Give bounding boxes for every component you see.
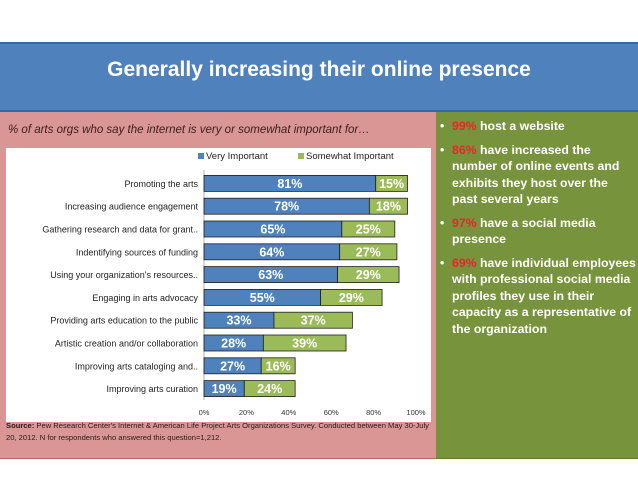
data-label: 25% [356, 223, 381, 237]
bar-segment [341, 220, 396, 238]
x-tick-label: 60% [324, 408, 339, 417]
category-label: Using your organization's resources.. [50, 270, 198, 280]
stat-text: have individual employees with professio… [452, 255, 636, 336]
category-label: Improving arts cataloging and.. [75, 361, 198, 371]
data-label: 15% [379, 177, 404, 191]
stat-text: have increased the number of online even… [452, 142, 620, 207]
category-label: Improving arts curation [106, 384, 198, 394]
data-label: 28% [221, 337, 246, 351]
x-tick-label: 20% [239, 408, 254, 417]
category-label: Indentifying sources of funding [76, 247, 198, 257]
stat-percent: 86% [452, 142, 477, 157]
source-text: Pew Research Center's Internet & America… [6, 421, 429, 442]
bar-segment [262, 334, 347, 352]
stat-item: • 97% have a social media presence [440, 215, 596, 247]
chart-subtitle: % of arts orgs who say the internet is v… [8, 124, 370, 136]
category-label: Promoting the arts [124, 179, 198, 189]
data-label: 19% [212, 382, 237, 396]
stats-list: • 99% host a website • 86% have increased … [440, 118, 636, 344]
bar-segment [243, 380, 296, 398]
data-label: 18% [376, 200, 401, 214]
data-label: 37% [301, 314, 326, 328]
x-tick-label: 80% [366, 408, 381, 417]
bar-segment [260, 357, 296, 375]
data-label: 33% [226, 314, 251, 328]
bar-chart: Very Important Somewhat Important Promotin… [42, 151, 426, 417]
data-label: 16% [266, 359, 291, 373]
title-band: Generally increasing their online presen… [0, 42, 638, 112]
legend-label: Somewhat Important [306, 151, 394, 162]
data-label: 63% [258, 268, 283, 282]
source-note: Source: Pew Research Center's Internet &… [6, 420, 434, 444]
data-label: 55% [250, 291, 275, 305]
data-label: 24% [257, 382, 282, 396]
data-label: 65% [260, 223, 285, 237]
data-label: 81% [277, 177, 302, 191]
x-tick-label: 40% [281, 408, 296, 417]
category-label: Engaging in arts advocacy [92, 293, 198, 303]
data-label: 27% [220, 359, 245, 373]
data-label: 29% [339, 291, 364, 305]
category-label: Artistic creation and/or collaboration [55, 339, 198, 349]
category-label: Increasing audience engagement [65, 202, 199, 212]
legend-swatch [198, 153, 204, 159]
legend-label: Very Important [206, 151, 268, 162]
category-label: Providing arts education to the public [50, 316, 198, 326]
bar-segment [337, 266, 400, 283]
bar-segment [375, 174, 408, 192]
bar-segment [368, 197, 408, 215]
data-label: 27% [356, 245, 381, 259]
stat-item: • 99% host a website [440, 119, 565, 133]
chart-area: Very Important Somewhat Important Promotin… [6, 148, 431, 422]
stat-text: have a social media presence [452, 215, 596, 247]
legend-swatch [298, 153, 304, 159]
data-label: 78% [274, 200, 299, 214]
category-label: Gathering research and data for grant.. [42, 225, 198, 235]
x-tick-label: 100% [406, 408, 426, 417]
stat-percent: 69% [452, 255, 477, 270]
data-label: 29% [356, 268, 381, 282]
data-label: 39% [292, 337, 317, 351]
bar-segment [339, 243, 398, 261]
stat-percent: 99% [452, 119, 477, 133]
slide-title: Generally increasing their online presen… [107, 58, 531, 81]
chart-panel: % of arts orgs who say the internet is v… [0, 112, 436, 459]
stats-panel: • 99% host a website • 86% have increased … [436, 112, 638, 459]
source-label: Source: [6, 421, 35, 430]
stat-text: host a website [476, 119, 565, 133]
bar-segment [273, 311, 353, 329]
stat-item: • 69% have individual employees with prof… [440, 255, 636, 336]
stat-item: • 86% have increased the number of online… [440, 142, 620, 207]
data-label: 64% [259, 245, 284, 259]
x-tick-label: 0% [199, 408, 210, 417]
stat-percent: 97% [452, 215, 477, 230]
bar-segment [320, 288, 383, 306]
